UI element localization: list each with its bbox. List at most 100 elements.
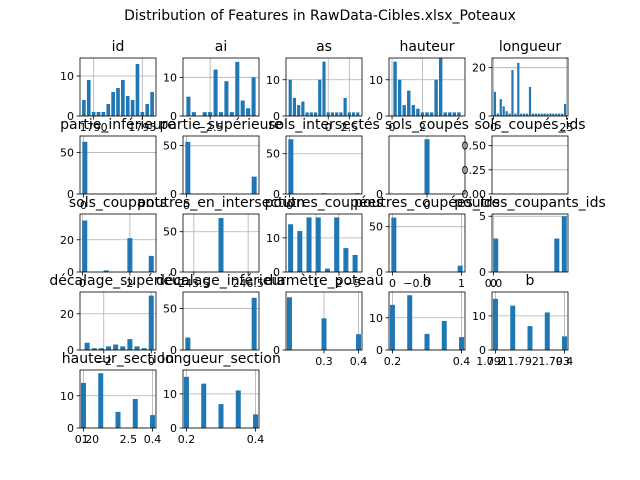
histogram-bar [511, 70, 514, 116]
histogram-title: hauteur_section [62, 351, 174, 367]
x-tick-label: −2.5 [197, 121, 224, 134]
y-tick-label: 0 [67, 188, 74, 201]
x-tick-label: 0.2 [487, 355, 505, 368]
histogram-title: longueur_section [161, 351, 281, 367]
histogram-bar [425, 112, 429, 116]
histogram-bar [101, 112, 106, 116]
axes-frame [491, 291, 569, 351]
y-tick-label: 0 [170, 422, 177, 435]
axes-frame [491, 213, 569, 273]
histogram-bar [335, 112, 339, 116]
histogram-bar [420, 112, 425, 116]
histogram-bar [496, 113, 499, 116]
histogram-bar [434, 79, 438, 116]
x-tick-label: 0 [389, 121, 396, 134]
histogram-14: 0 5 0 poutres_coupants_ids [454, 195, 606, 290]
histogram-bar [148, 255, 154, 272]
histogram-bar [115, 411, 121, 428]
histogram-title: as [316, 39, 332, 55]
histogram-bar [540, 113, 543, 116]
histogram-bar [106, 346, 111, 350]
axes-frame [79, 369, 157, 429]
histogram-12: 0 10 1 2 poutres_coupées [265, 195, 384, 290]
histogram-bar [148, 295, 154, 350]
histogram-bar [527, 326, 533, 350]
histogram-bar [306, 217, 312, 272]
x-tick-label: 0 [490, 277, 497, 290]
histogram-0: 0 10 1790 1795 id [60, 39, 157, 134]
x-tick-label: 2 [419, 121, 426, 134]
x-tick-label: 2.5 [341, 121, 359, 134]
histogram-bar [218, 404, 224, 428]
histogram-bar [141, 348, 147, 350]
y-tick-label: 0 [170, 188, 177, 201]
y-tick-label: 10 [369, 74, 383, 87]
histogram-bar [235, 61, 240, 116]
histogram-bar [343, 97, 347, 116]
histogram-bar [218, 112, 224, 116]
histogram-bar [185, 337, 191, 350]
histogram-title: partie_supérieure [159, 117, 282, 133]
y-tick-label: 10 [163, 388, 177, 401]
histogram-title: hauteur [399, 39, 454, 55]
histogram-bar [251, 77, 256, 116]
x-tick-label: 0.0 [485, 277, 503, 290]
histogram-bar [229, 112, 234, 116]
histogram-4: 0 20 0 25 longueur [472, 39, 574, 134]
histogram-bar [528, 87, 532, 116]
histogram-bar [321, 193, 327, 194]
axes-frame [182, 213, 260, 273]
histogram-bar [389, 304, 395, 350]
y-tick-label: 0.25 [462, 164, 487, 177]
axes-frame [79, 57, 157, 117]
axes-frame [388, 57, 466, 117]
x-tick-label: 1.793 [538, 355, 570, 368]
y-tick-label: 0 [376, 344, 383, 357]
x-tick-label: 0.2 [384, 355, 402, 368]
x-tick-label: 0 [80, 199, 87, 212]
y-tick-label: 0 [479, 344, 486, 357]
x-tick-label: 1 [458, 277, 465, 290]
y-tick-label: 0 [273, 344, 280, 357]
histogram-bar [305, 112, 309, 116]
histogram-bar [334, 217, 340, 272]
histogram-bar [393, 61, 397, 116]
axes-frame [79, 135, 157, 195]
histogram-bar [525, 113, 529, 116]
histogram-16: 0 50 décalage_inférieur [156, 273, 286, 357]
histogram-bar [288, 224, 294, 272]
histogram-bar [191, 112, 196, 116]
y-tick-label: 0 [273, 110, 280, 123]
histogram-title: poutres_en_intersection [137, 195, 305, 211]
histogram-bar [554, 238, 560, 272]
histogram-bar [96, 112, 101, 116]
axes-frame [182, 135, 260, 195]
histogram-bar [145, 104, 150, 116]
histogram-bar [113, 344, 119, 350]
x-tick-label: 0.4 [453, 355, 471, 368]
x-tick-label: 0 [490, 121, 497, 134]
histogram-bar [508, 113, 511, 116]
x-tick-label: 0.3 [315, 355, 333, 368]
histogram-bar [240, 100, 245, 116]
histogram-bar [140, 112, 145, 116]
histogram-bar [354, 193, 360, 194]
x-tick-label: 2 [335, 277, 342, 290]
y-tick-label: 0 [170, 266, 177, 279]
histogram-bar [82, 220, 88, 272]
axes-frame [79, 213, 157, 273]
histogram-bar [457, 112, 461, 116]
histogram-bar [150, 92, 154, 116]
histogram-title: sols_coupés [385, 117, 469, 133]
histogram-3: 0 10 0 2 hauteur [369, 39, 466, 134]
histogram-title: sols_coupants [69, 195, 167, 211]
histogram-6: 0 50 0 partie_supérieure [159, 117, 282, 212]
histogram-bar [120, 346, 126, 350]
x-tick-label: 2 [126, 277, 133, 290]
histogram-bar [492, 298, 498, 350]
histogram-bar [297, 231, 303, 272]
histogram-9: 0.00 0.25 0.50 sols_coupés_ids [462, 117, 586, 201]
